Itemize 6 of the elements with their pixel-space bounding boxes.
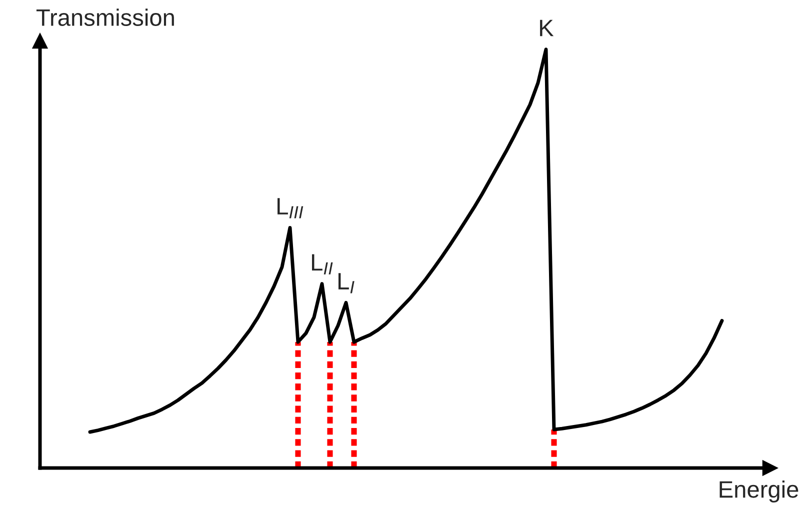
y-axis-title: Transmission [36,8,174,26]
x-axis-title: Energie [720,480,798,502]
text: K [540,20,554,36]
annotation: L$_{III}$ [278,198,304,218]
annotation: L$_{I}$ [338,273,354,294]
annotation: L$_{II}$ [312,254,333,274]
